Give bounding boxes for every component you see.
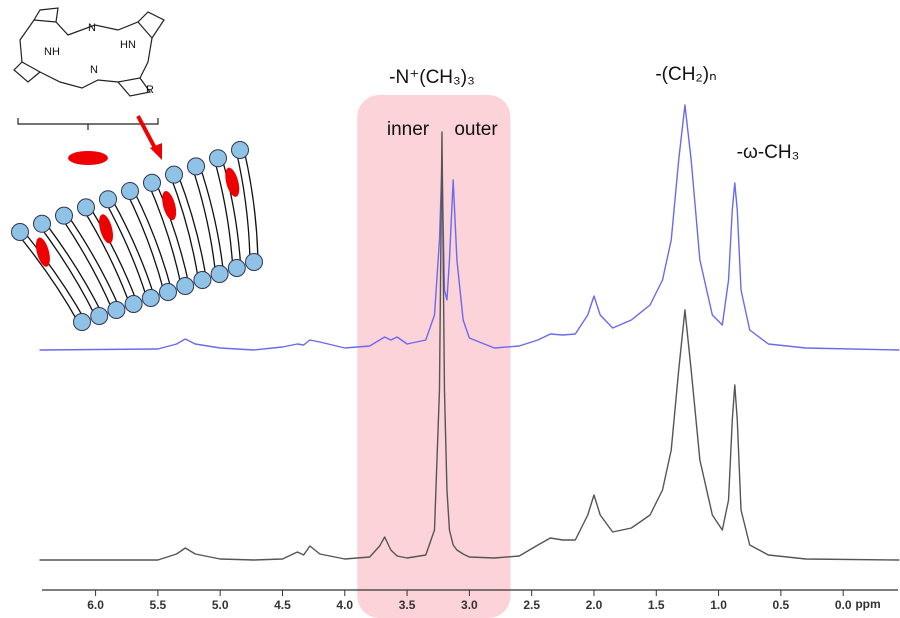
lipid-head (33, 214, 51, 233)
spectrum-line (39, 131, 900, 561)
porphyrin-in-membrane (35, 237, 50, 267)
x-tick-label: 4.5 (274, 598, 291, 612)
annotation: -N⁺(CH₃)₃ (389, 67, 475, 88)
lipid-tail (15, 231, 79, 323)
lipid-tail (191, 166, 217, 275)
lipid-tail (37, 223, 96, 317)
background-layer (357, 95, 511, 618)
lipid-head (55, 206, 73, 225)
lipid-head (107, 301, 126, 319)
highlight-region (357, 95, 511, 618)
structure-label: NH (44, 46, 60, 58)
lipid-head (159, 283, 177, 301)
x-tick-label: 3.0 (461, 598, 478, 612)
lipid-tail (45, 223, 104, 317)
lipid-tail (23, 231, 87, 323)
annotation: -(CH₂)ₙ (655, 64, 716, 85)
x-tick-label: 0.5 (773, 598, 790, 612)
membrane-illustration: N NH HN N R (11, 7, 263, 331)
lipid-head (209, 149, 227, 168)
annotation: outer (454, 119, 498, 140)
lipid-tail (243, 149, 259, 263)
lipid-tail (89, 207, 139, 305)
x-tick-label: 5.5 (150, 598, 167, 612)
lipid-tail (235, 149, 251, 263)
lipid-tail (177, 174, 208, 281)
lipid-tail (147, 182, 182, 287)
x-tick-label: 3.5 (399, 598, 416, 612)
lipid-head (231, 141, 249, 159)
lipid-head (99, 190, 117, 209)
x-tick-label: 5.0 (212, 598, 229, 612)
lipid-head (121, 182, 139, 200)
lipid-tail (81, 207, 131, 305)
spectrum-line (39, 104, 900, 351)
lipid-head (210, 265, 229, 283)
lipid-tail (169, 174, 200, 281)
lipid-tail (199, 166, 225, 275)
lipid-head (176, 277, 195, 295)
porphyrin-structure (13, 7, 165, 130)
lipid-head (11, 223, 29, 241)
lipid-head (141, 289, 160, 307)
porphyrin-disc (68, 151, 108, 165)
x-tick-label: 6.0 (87, 598, 104, 612)
annotation: -ω-CH₃ (737, 142, 800, 163)
lipid-head (165, 165, 183, 184)
lipid-head (124, 295, 143, 313)
porphyrin-in-membrane (225, 167, 240, 197)
lipid-head (193, 271, 212, 289)
structure-label: R (146, 84, 154, 96)
structure-label: N (88, 22, 96, 34)
lipid-tail (155, 182, 190, 287)
lipid-tail (111, 198, 156, 299)
lipid-tail (103, 198, 148, 299)
x-tick-label: 4.0 (336, 598, 353, 612)
lipid-tail (213, 158, 234, 269)
structure-label: HN (120, 39, 136, 51)
lipid-tail (59, 215, 113, 311)
x-axis-label: ppm (855, 597, 880, 611)
annotation: inner (387, 119, 430, 140)
lipid-head (90, 307, 109, 325)
lipid-head (77, 198, 95, 217)
arrow-head (150, 143, 162, 160)
lipid-tail (221, 158, 242, 269)
lipid-tail (67, 215, 121, 311)
lipid-head (73, 313, 91, 331)
x-tick-label: 1.0 (710, 598, 727, 612)
lipid-tail (133, 190, 173, 293)
lipid-head (143, 173, 161, 192)
x-tick-label: 0.0 (835, 598, 852, 612)
lipid-tail (125, 190, 165, 293)
lipid-head (245, 253, 263, 271)
arrow (136, 115, 158, 151)
x-tick-label: 1.5 (648, 598, 665, 612)
x-tick-label: 2.5 (523, 598, 540, 612)
lipid-head (227, 259, 246, 277)
x-tick-label: 2.0 (586, 598, 603, 612)
structure-label: N (90, 64, 98, 76)
lipid-head (187, 157, 205, 176)
porphyrin-in-membrane (162, 190, 177, 221)
porphyrin-in-membrane (99, 214, 114, 244)
